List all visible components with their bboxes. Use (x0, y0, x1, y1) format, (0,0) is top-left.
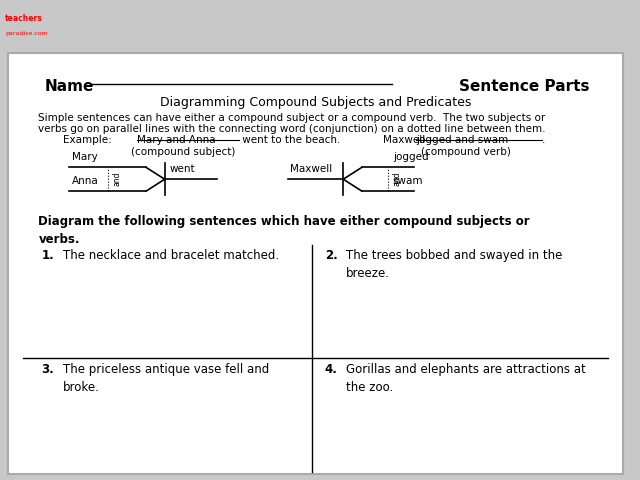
Text: Maxwell: Maxwell (290, 164, 332, 174)
Text: and: and (392, 172, 401, 187)
Text: Sentence Parts: Sentence Parts (459, 79, 589, 94)
Text: The necklace and bracelet matched.: The necklace and bracelet matched. (63, 249, 279, 262)
Text: teachers: teachers (5, 14, 43, 23)
Text: Diagramming Compound Subjects and Predicates: Diagramming Compound Subjects and Predic… (160, 96, 471, 109)
Text: (compound subject): (compound subject) (131, 147, 236, 157)
Text: paradise.com: paradise.com (5, 31, 48, 36)
Text: verbs go on parallel lines with the connecting word (conjunction) on a dotted li: verbs go on parallel lines with the conn… (38, 124, 546, 133)
Text: The trees bobbed and swayed in the
breeze.: The trees bobbed and swayed in the breez… (346, 249, 563, 280)
Text: Diagram the following sentences which have either compound subjects or
verbs.: Diagram the following sentences which ha… (38, 215, 530, 246)
Text: 3.: 3. (42, 362, 54, 375)
Text: 4.: 4. (324, 362, 338, 375)
Text: 1.: 1. (42, 249, 54, 262)
Text: Gorillas and elephants are attractions at
the zoo.: Gorillas and elephants are attractions a… (346, 362, 586, 394)
Text: Name: Name (45, 79, 94, 94)
Text: Example:: Example: (63, 135, 112, 145)
Text: and: and (112, 172, 121, 187)
Text: went to the beach.: went to the beach. (239, 135, 340, 145)
Text: jogged and swam: jogged and swam (416, 135, 508, 145)
Text: .: . (542, 135, 545, 145)
Text: swam: swam (393, 176, 423, 186)
Text: Maxwell: Maxwell (383, 135, 429, 145)
Text: Mary: Mary (72, 152, 98, 162)
Text: went: went (170, 164, 195, 174)
Text: Mary and Anna: Mary and Anna (137, 135, 216, 145)
Text: Anna: Anna (72, 176, 99, 186)
Text: (compound verb): (compound verb) (421, 147, 511, 157)
Text: 2.: 2. (324, 249, 337, 262)
Text: The priceless antique vase fell and
broke.: The priceless antique vase fell and brok… (63, 362, 269, 394)
Text: jogged: jogged (393, 152, 428, 162)
Text: Simple sentences can have either a compound subject or a compound verb.  The two: Simple sentences can have either a compo… (38, 113, 546, 123)
